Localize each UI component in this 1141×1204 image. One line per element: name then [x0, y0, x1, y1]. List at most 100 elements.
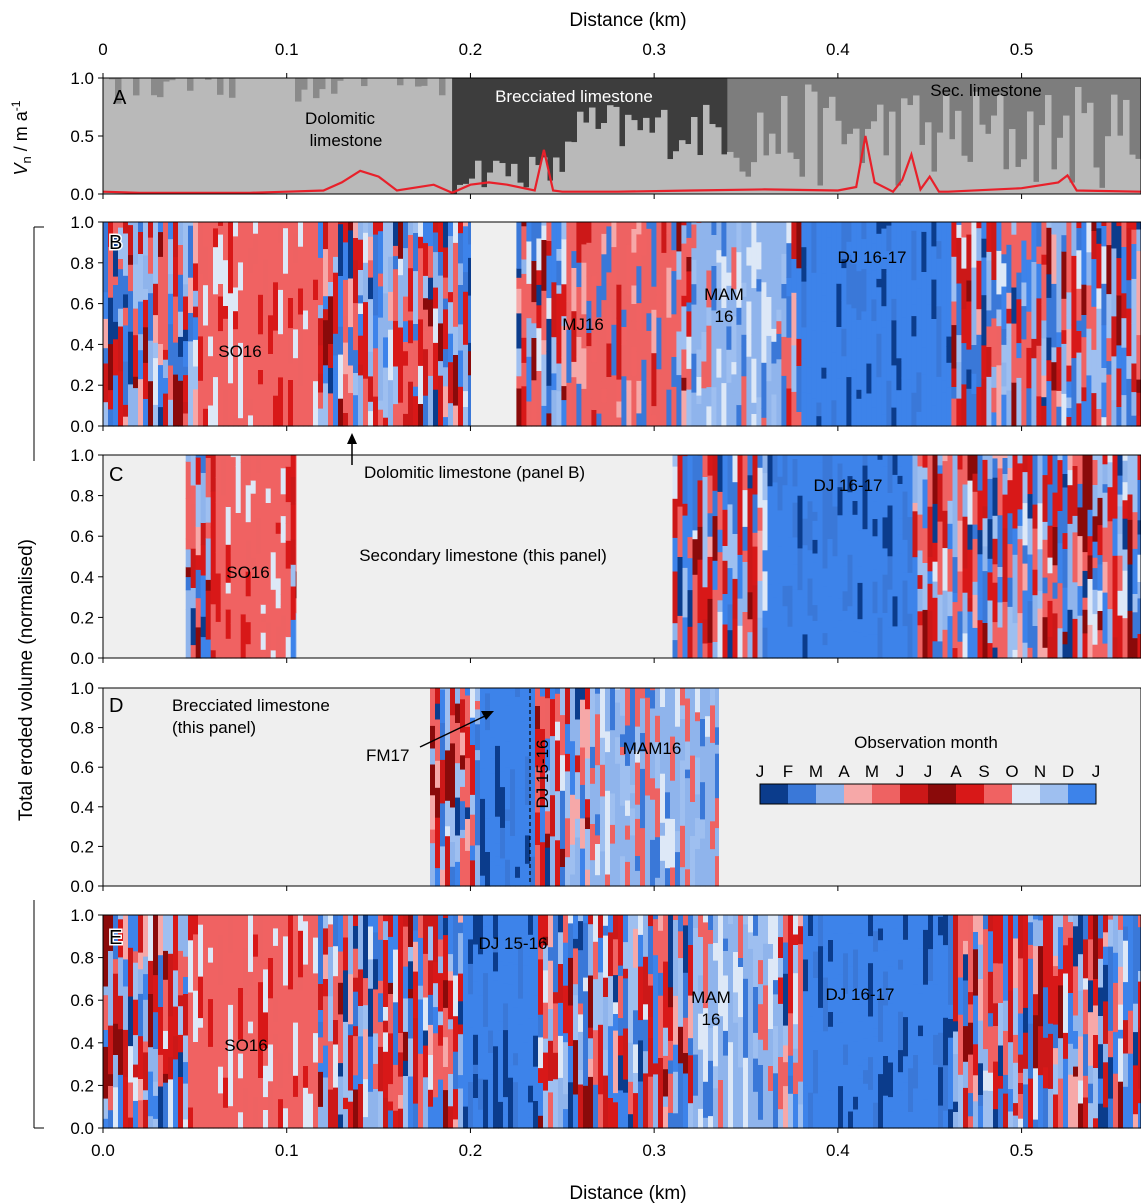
volume-cell [1006, 390, 1012, 427]
volume-cell [751, 402, 757, 414]
volume-cell [917, 610, 924, 626]
volume-cell [561, 325, 567, 358]
volume-cell [428, 994, 434, 1025]
volume-cell [1067, 523, 1074, 575]
volume-cell [188, 340, 194, 388]
volume-cell [640, 750, 646, 769]
volume-cell [258, 354, 264, 370]
volume-cell [897, 517, 904, 535]
volume-cell [973, 1100, 979, 1129]
volume-cell [700, 718, 706, 747]
volume-cell [193, 1062, 199, 1099]
volume-cell [635, 726, 641, 752]
volume-cell [851, 307, 857, 322]
volume-cell [1056, 331, 1062, 348]
volume-cell [1021, 305, 1027, 340]
volume-cell [1132, 637, 1139, 659]
volume-cell [931, 279, 937, 319]
volume-cell [772, 509, 779, 523]
volume-cell [988, 930, 994, 972]
volume-cell [931, 222, 937, 247]
volume-cell [932, 597, 939, 642]
volume-cell [143, 1040, 149, 1053]
volume-cell [998, 1002, 1004, 1046]
volume-cell [178, 1051, 184, 1077]
volume-cell [298, 961, 304, 978]
volume-cell [268, 363, 274, 406]
volume-cell [658, 1096, 664, 1129]
rate-bar [925, 122, 932, 194]
volume-cell [747, 631, 754, 659]
volume-cell [1046, 222, 1052, 228]
volume-cell [672, 537, 679, 572]
volume-cell [448, 235, 454, 276]
volume-cell [263, 915, 269, 946]
volume-cell [911, 392, 917, 427]
volume-cell [1102, 592, 1109, 644]
volume-cell [650, 689, 656, 709]
rate-bar [733, 157, 740, 194]
volume-cell [1058, 1078, 1064, 1129]
volume-cell [813, 1049, 819, 1094]
volume-cell [635, 688, 641, 727]
volume-cell [398, 402, 404, 419]
volume-cell [448, 301, 454, 334]
volume-cell [966, 222, 972, 235]
volume-cell [368, 298, 374, 352]
volume-cell [902, 539, 909, 573]
volume-cell [711, 386, 717, 427]
volume-cell [862, 494, 869, 515]
volume-cell [996, 222, 1002, 251]
volume-cell [680, 825, 686, 868]
volume-cell [213, 924, 219, 973]
volume-cell [958, 1118, 964, 1129]
volume-cell [732, 481, 739, 534]
volume-cell [722, 545, 729, 561]
volume-cell [717, 599, 724, 612]
rate-bar [115, 78, 122, 104]
volume-cell [368, 1091, 374, 1129]
volume-cell [533, 1100, 539, 1129]
volume-cell [273, 945, 279, 974]
volume-cell [513, 1052, 519, 1066]
volume-cell [1001, 344, 1007, 363]
volume-cell [956, 361, 962, 399]
volume-cell [468, 1026, 474, 1082]
volume-cell [941, 342, 947, 381]
volume-cell [153, 1011, 159, 1049]
volume-cell [423, 996, 429, 1031]
volume-cell [1023, 1068, 1029, 1085]
volume-cell [741, 375, 747, 411]
volume-cell [891, 319, 897, 366]
volume-cell [373, 1088, 379, 1129]
volume-cell [218, 283, 224, 297]
volume-cell [715, 694, 719, 728]
volume-cell [768, 1065, 774, 1091]
rate-bar [667, 159, 674, 194]
rate-bar [577, 111, 584, 194]
x-tick-label: 0.4 [826, 40, 850, 59]
volume-cell [1112, 470, 1119, 519]
volume-cell [1108, 1030, 1114, 1058]
volume-cell [630, 688, 636, 750]
volume-cell [581, 347, 587, 389]
volume-cell [1087, 554, 1094, 579]
volume-cell [803, 915, 809, 960]
volume-cell [706, 377, 712, 388]
volume-cell [626, 222, 632, 245]
volume-cell [596, 285, 602, 318]
volume-cell [610, 792, 616, 825]
volume-cell [253, 394, 259, 427]
volume-cell [218, 1066, 224, 1094]
volume-cell [776, 222, 782, 259]
volume-cell [812, 511, 819, 521]
volume-cell [600, 688, 606, 738]
panel-e-dj1516: DJ 15-16 [479, 934, 548, 953]
volume-cell [1133, 915, 1139, 1004]
volume-cell [546, 255, 552, 299]
volume-cell [802, 455, 809, 457]
volume-cell [746, 246, 752, 266]
volume-cell [1073, 1065, 1079, 1077]
volume-cell [681, 224, 687, 244]
volume-cell [992, 538, 999, 565]
